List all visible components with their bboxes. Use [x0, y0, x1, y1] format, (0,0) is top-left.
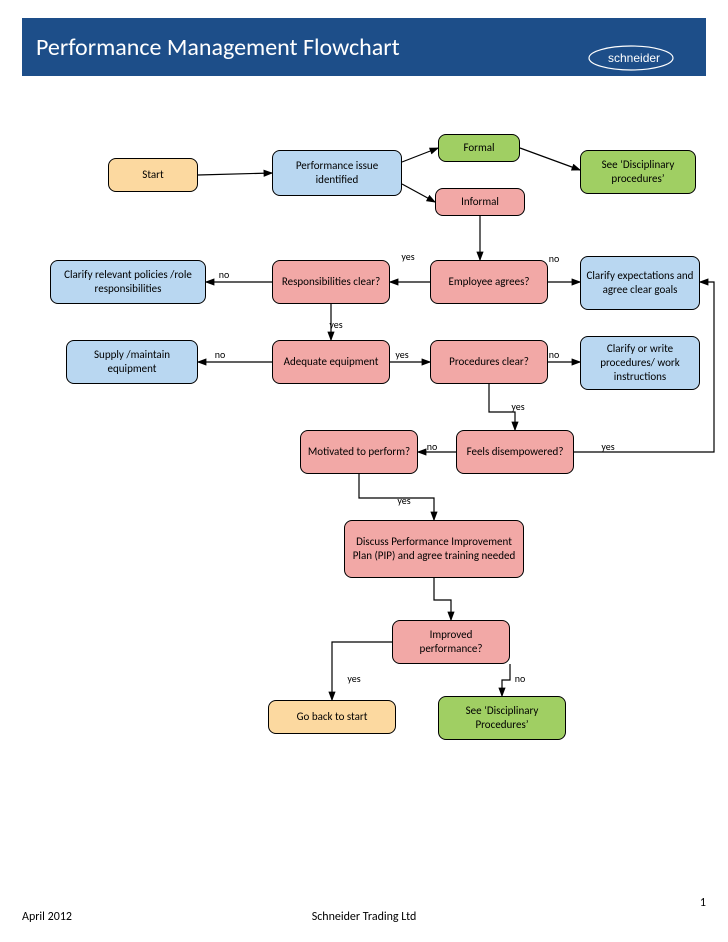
edge-label-improved-goback: yes	[342, 672, 366, 685]
node-resp: Responsibilities clear?	[272, 260, 390, 304]
node-improved: Improved performance?	[392, 620, 510, 664]
flowchart-arrows	[0, 100, 728, 860]
edge-label-improved-disc2: no	[508, 672, 532, 685]
edge-label-resp-clar_pol: no	[212, 268, 236, 281]
page-title: Performance Management Flowchart	[36, 33, 400, 62]
node-supply: Supply /maintain equipment	[66, 340, 198, 384]
edge-formal-disc1	[520, 148, 580, 170]
edge-label-agree-clar_exp: no	[542, 252, 566, 265]
node-motiv: Motivated to perform?	[300, 430, 418, 474]
node-goback: Go back to start	[268, 700, 396, 734]
edge-label-motiv-pip: yes	[392, 494, 416, 507]
node-clar_exp: Clarify expectations and agree clear goa…	[580, 256, 700, 310]
edge-label-equip-proc: yes	[390, 348, 414, 361]
node-start: Start	[108, 158, 198, 192]
edge-issue-formal	[402, 148, 438, 162]
flowchart-canvas: Start Performance issue identified Formal I…	[0, 100, 728, 860]
svg-text:schneider: schneider	[608, 51, 660, 65]
node-formal: Formal	[438, 134, 520, 162]
footer-page: 1	[700, 896, 706, 910]
schneider-logo: schneider	[586, 40, 676, 76]
page: Performance Management Flowchart schneid…	[0, 0, 728, 942]
node-pip: Discuss Performance Improvement Plan (PI…	[344, 520, 524, 578]
edge-label-resp-equip: yes	[324, 318, 348, 331]
node-disc2: See ‘Disciplinary Procedures’	[438, 696, 566, 740]
edge-start-issue	[198, 173, 272, 175]
node-informal: Informal	[435, 188, 525, 216]
node-disc1: See ‘Disciplinary procedures’	[580, 150, 696, 194]
edge-label-feels-clar_exp: yes	[596, 440, 620, 453]
edge-issue-informal	[402, 184, 435, 202]
node-issue: Performance issue identified	[272, 150, 402, 196]
edge-label-feels-motiv: no	[420, 440, 444, 453]
edge-label-proc-clar_proc: no	[542, 348, 566, 361]
edge-label-agree-resp: yes	[396, 250, 420, 263]
edge-pip-improved	[434, 578, 451, 620]
edge-improved-goback	[332, 642, 392, 700]
node-proc: Procedures clear?	[430, 340, 548, 384]
node-clar_pol: Clarify relevant policies /role responsi…	[50, 260, 206, 304]
node-agree: Employee agrees?	[430, 260, 548, 304]
node-clar_proc: Clarify or write procedures/ work instru…	[580, 336, 700, 390]
edge-label-proc-feels: yes	[506, 400, 530, 413]
footer-company: Schneider Trading Ltd	[0, 910, 728, 924]
node-feels: Feels disempowered?	[456, 430, 574, 474]
node-equip: Adequate equipment	[272, 340, 390, 384]
edge-label-equip-supply: no	[208, 348, 232, 361]
header-bar: Performance Management Flowchart schneid…	[22, 18, 706, 76]
